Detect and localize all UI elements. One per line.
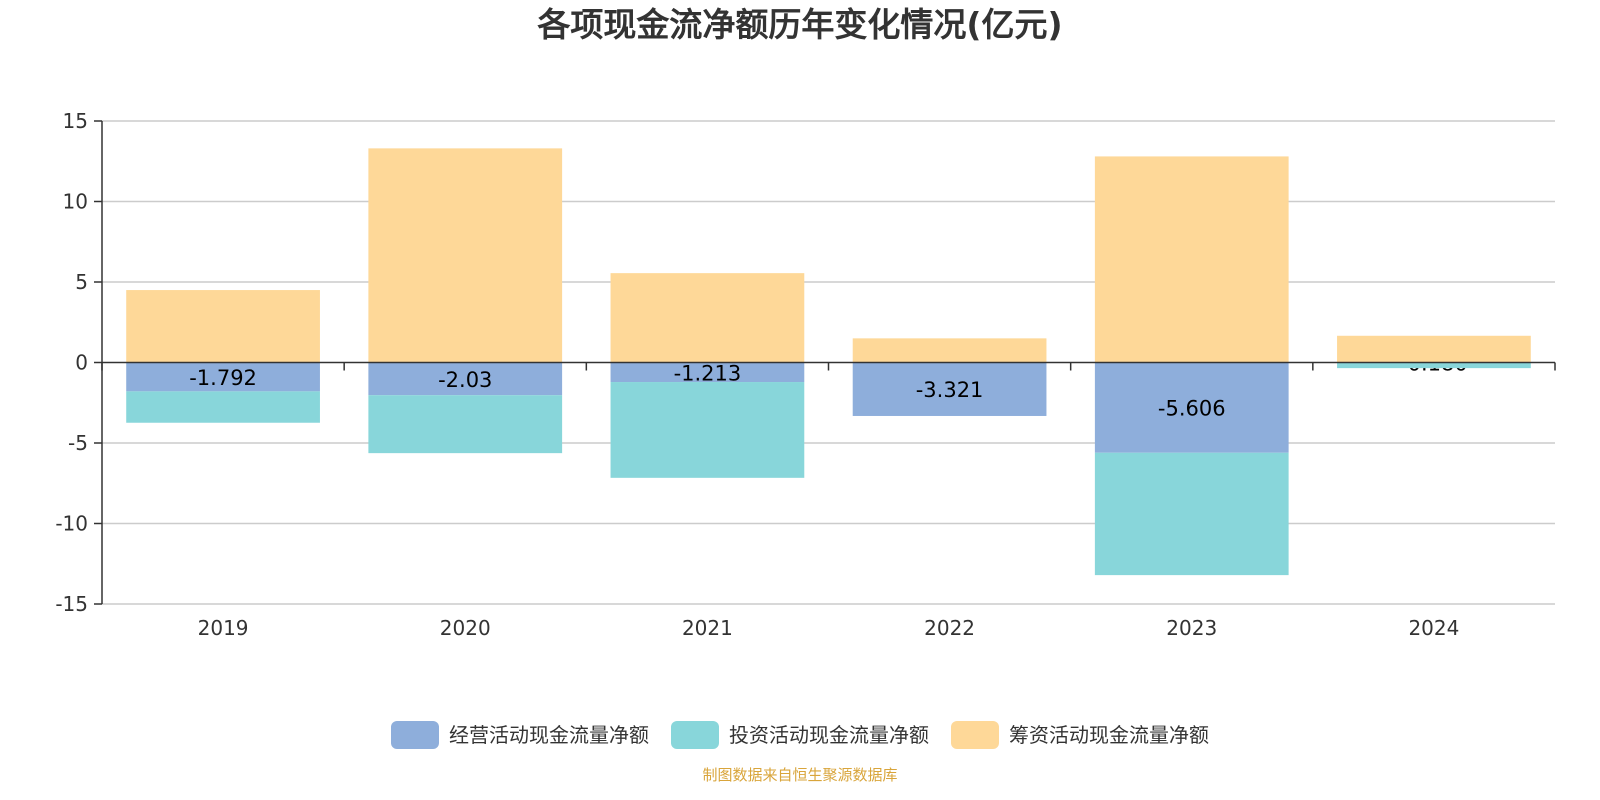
bar-2021-s2 (610, 273, 805, 363)
y-tick-label: 5 (75, 270, 88, 294)
legend-swatch (671, 721, 719, 749)
legend-label: 经营活动现金流量净额 (449, 723, 649, 747)
bar-2019-s1 (126, 391, 320, 423)
bar-2020-s0 (368, 362, 563, 396)
x-tick-label: 2020 (440, 616, 491, 640)
axes: 15 10 5 0 -5 -10 -15 2019 2020 2021 2022 2023 2024 (55, 109, 1556, 640)
y-tick-label: -5 (68, 431, 88, 455)
bar-2024-s2 (1337, 335, 1531, 363)
x-tick-label: 2021 (682, 616, 733, 640)
bar-2020-s1 (368, 395, 563, 454)
data-label: -5.606 (1158, 397, 1226, 421)
chart-title: 各项现金流净额历年变化情况(亿元) (536, 5, 1062, 44)
data-label: -1.792 (189, 366, 257, 390)
data-label: -3.321 (916, 378, 984, 402)
data-labels: -1.792 -2.03 -1.213 -3.321 -5.606 (189, 361, 1225, 420)
y-tick-label: 10 (63, 190, 88, 214)
source-note: 制图数据来自恒生聚源数据库 (702, 766, 897, 784)
legend-label: 筹资活动现金流量净额 (1009, 723, 1209, 747)
bars: -0.180 (126, 148, 1531, 576)
bar-2019-s2 (126, 290, 320, 363)
bar-2022-s2 (852, 338, 1047, 363)
legend-swatch (391, 721, 439, 749)
bar-2023-s1 (1094, 452, 1289, 576)
grid-lines (102, 120, 1555, 605)
y-tick-label: 0 (75, 351, 88, 375)
legend: 经营活动现金流量净额 投资活动现金流量净额 筹资活动现金流量净额 (391, 721, 1209, 749)
bar-2024-s1 (1337, 362, 1531, 369)
bar-2021-s0 (610, 362, 805, 383)
y-tick-label: 15 (63, 109, 88, 133)
bar-2022-s0 (852, 362, 1047, 416)
x-tick-label: 2022 (924, 616, 975, 640)
x-tick-label: 2024 (1408, 616, 1459, 640)
data-label: -2.03 (438, 368, 492, 392)
legend-swatch (951, 721, 999, 749)
bar-2019-s0 (126, 362, 320, 392)
y-tick-label: -10 (55, 512, 88, 536)
data-label: -1.213 (674, 361, 742, 385)
bar-2023-s0 (1094, 362, 1289, 453)
bar-2021-s1 (610, 382, 805, 478)
bar-2020-s2 (368, 148, 563, 363)
x-tick-label: 2019 (198, 616, 249, 640)
x-tick-label: 2023 (1166, 616, 1217, 640)
y-tick-label: -15 (55, 592, 88, 616)
bar-2023-s2 (1094, 156, 1289, 363)
legend-label: 投资活动现金流量净额 (729, 723, 929, 747)
